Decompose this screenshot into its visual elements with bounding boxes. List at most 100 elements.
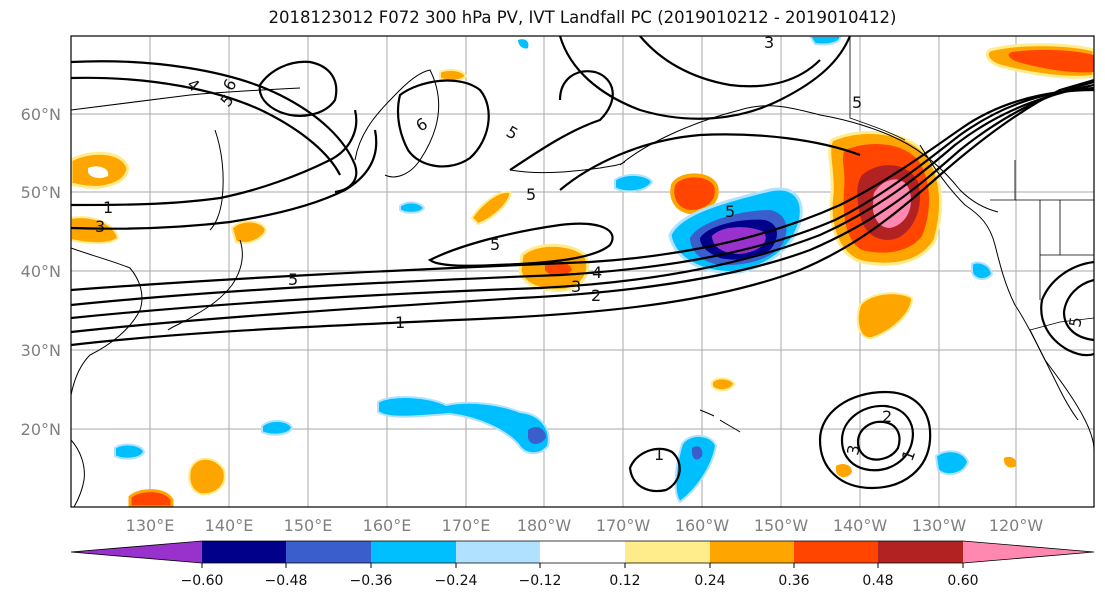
contour-lines (71, 36, 1094, 493)
positive-anomaly-south-west (188, 457, 226, 496)
latitude-label: 60°N (21, 105, 61, 124)
contour-label: 5 (725, 202, 735, 221)
colorbar-tick-label: −0.48 (265, 573, 308, 589)
colorbar-tick-label: 0.60 (947, 573, 978, 589)
contour-south-loop-inner (856, 420, 901, 461)
contour-north-loop-c (258, 60, 338, 117)
colorbar-tick-label: −0.36 (350, 573, 393, 589)
negative-anomaly-small-2 (261, 420, 294, 436)
contour-north-loop-b (71, 76, 341, 176)
colorbar-bin (456, 541, 540, 563)
coastline-siberia (71, 87, 301, 111)
contour-label: 1 (654, 445, 664, 464)
longitude-label: 180°W (517, 516, 572, 535)
contour-label: 3 (95, 217, 105, 236)
colorbar-tick-label: −0.24 (435, 573, 478, 589)
colorbar-extend-low (71, 541, 202, 563)
colorbar-bin (625, 541, 710, 563)
contour-line-3-west (71, 129, 378, 230)
latitude-label: 30°N (21, 341, 61, 360)
positive-anomaly-kamchatka (439, 68, 468, 82)
positive-anomaly-south-of-alaska (856, 292, 914, 340)
coastline-japan (167, 239, 243, 331)
positive-anomaly-small-2 (836, 464, 852, 478)
map-frame (70, 35, 1095, 508)
contour-east-loop-inner (1062, 278, 1094, 342)
colorbar-bin (286, 541, 371, 563)
contour-line-2-main (71, 80, 1094, 334)
chart-title: 2018123012 F072 300 hPa PV, IVT Landfall… (268, 8, 897, 27)
coastline-north-america (919, 144, 1094, 451)
contour-label: 3 (843, 443, 863, 456)
longitude-label: 140°E (205, 516, 254, 535)
coastline-korea-china (71, 247, 143, 396)
contour-label: 1 (103, 198, 113, 217)
contour-north-loop-a (71, 60, 358, 194)
colorbar-extend-high (963, 541, 1094, 563)
colorbar-tick-label: −0.60 (181, 573, 224, 589)
longitude-label: 130°E (126, 516, 175, 535)
positive-anomaly-japan (230, 220, 268, 244)
colorbar-bin (878, 541, 963, 563)
contour-label: 5 (288, 270, 298, 289)
colorbar-tick-label: 0.48 (862, 573, 893, 589)
contour-south-loop-1 (628, 447, 681, 493)
border-alaska-canada (849, 36, 906, 141)
contour-north-central (396, 79, 490, 168)
colorbar-bin (371, 541, 456, 563)
positive-anomaly-small-3 (1004, 456, 1017, 468)
contour-label: 5 (852, 93, 862, 112)
contour-east-loop-outer (1040, 260, 1094, 357)
positive-anomaly-northeast-core (1008, 49, 1094, 73)
negative-anomaly-small-4 (518, 39, 529, 49)
contour-line-4-main (71, 86, 1094, 307)
positive-anomaly-central-north (470, 190, 512, 226)
negative-anomaly-east (934, 450, 970, 476)
colorbar-tick-label: 0.12 (609, 573, 640, 589)
coastline-kamchatka (354, 69, 440, 178)
longitude-label: 130°W (912, 516, 967, 535)
coastline-aleutians (509, 161, 626, 174)
longitude-label: 150°W (754, 516, 809, 535)
latitude-label: 20°N (21, 420, 61, 439)
colorbar-tick-labels: −0.60 −0.48 −0.36 −0.24 −0.12 0.12 0.24 0.36 0.4… (181, 563, 979, 589)
negative-anomaly-hawaii-arc-core (528, 427, 546, 444)
contour-line-1-main (71, 78, 1094, 347)
colorbar-tick-label: 0.36 (778, 573, 809, 589)
negative-anomaly-hawaii-arc (377, 395, 550, 455)
border-us-mexico (1029, 317, 1094, 331)
coastline-hawaii (699, 409, 741, 433)
colorbar-bin (710, 541, 794, 563)
negative-anomaly-small-1 (399, 201, 426, 214)
longitude-label: 160°W (675, 516, 730, 535)
longitude-label: 170°W (596, 516, 651, 535)
coastline-taiwan-philippines (71, 439, 85, 507)
colorbar-tick-label: −0.12 (519, 573, 562, 589)
graticule-lines (71, 36, 1094, 507)
positive-anomaly-siberia-core (88, 166, 109, 179)
colorbar-tick-label: 0.24 (694, 573, 725, 589)
coastlines (71, 69, 1094, 507)
positive-anomaly-gulf (670, 173, 719, 215)
contour-label: 4 (592, 263, 602, 282)
negative-anomaly-south-central-core (692, 446, 703, 460)
political-borders (849, 36, 1094, 331)
positive-anomaly-west-edge (71, 216, 120, 245)
positive-anomaly-small-1 (711, 377, 736, 392)
negative-anomaly-small-3 (114, 443, 146, 460)
coastline-alaska (619, 105, 999, 213)
contour-north-arc-3 (558, 36, 852, 120)
colorbar-bin (202, 541, 286, 563)
colorbar-bin (540, 541, 625, 563)
contour-label: 3 (764, 33, 774, 52)
latitude-label: 50°N (21, 183, 61, 202)
positive-anomaly-south-west-2 (128, 489, 174, 507)
contour-label: 1 (395, 313, 405, 332)
contour-label: 2 (591, 286, 601, 305)
contour-label: 5 (1065, 315, 1085, 328)
contour-label: 5 (490, 235, 500, 254)
negative-anomaly-coast-small (971, 261, 994, 280)
contour-central-loop (427, 222, 614, 267)
contour-gulf-alaska-arc (559, 133, 861, 191)
